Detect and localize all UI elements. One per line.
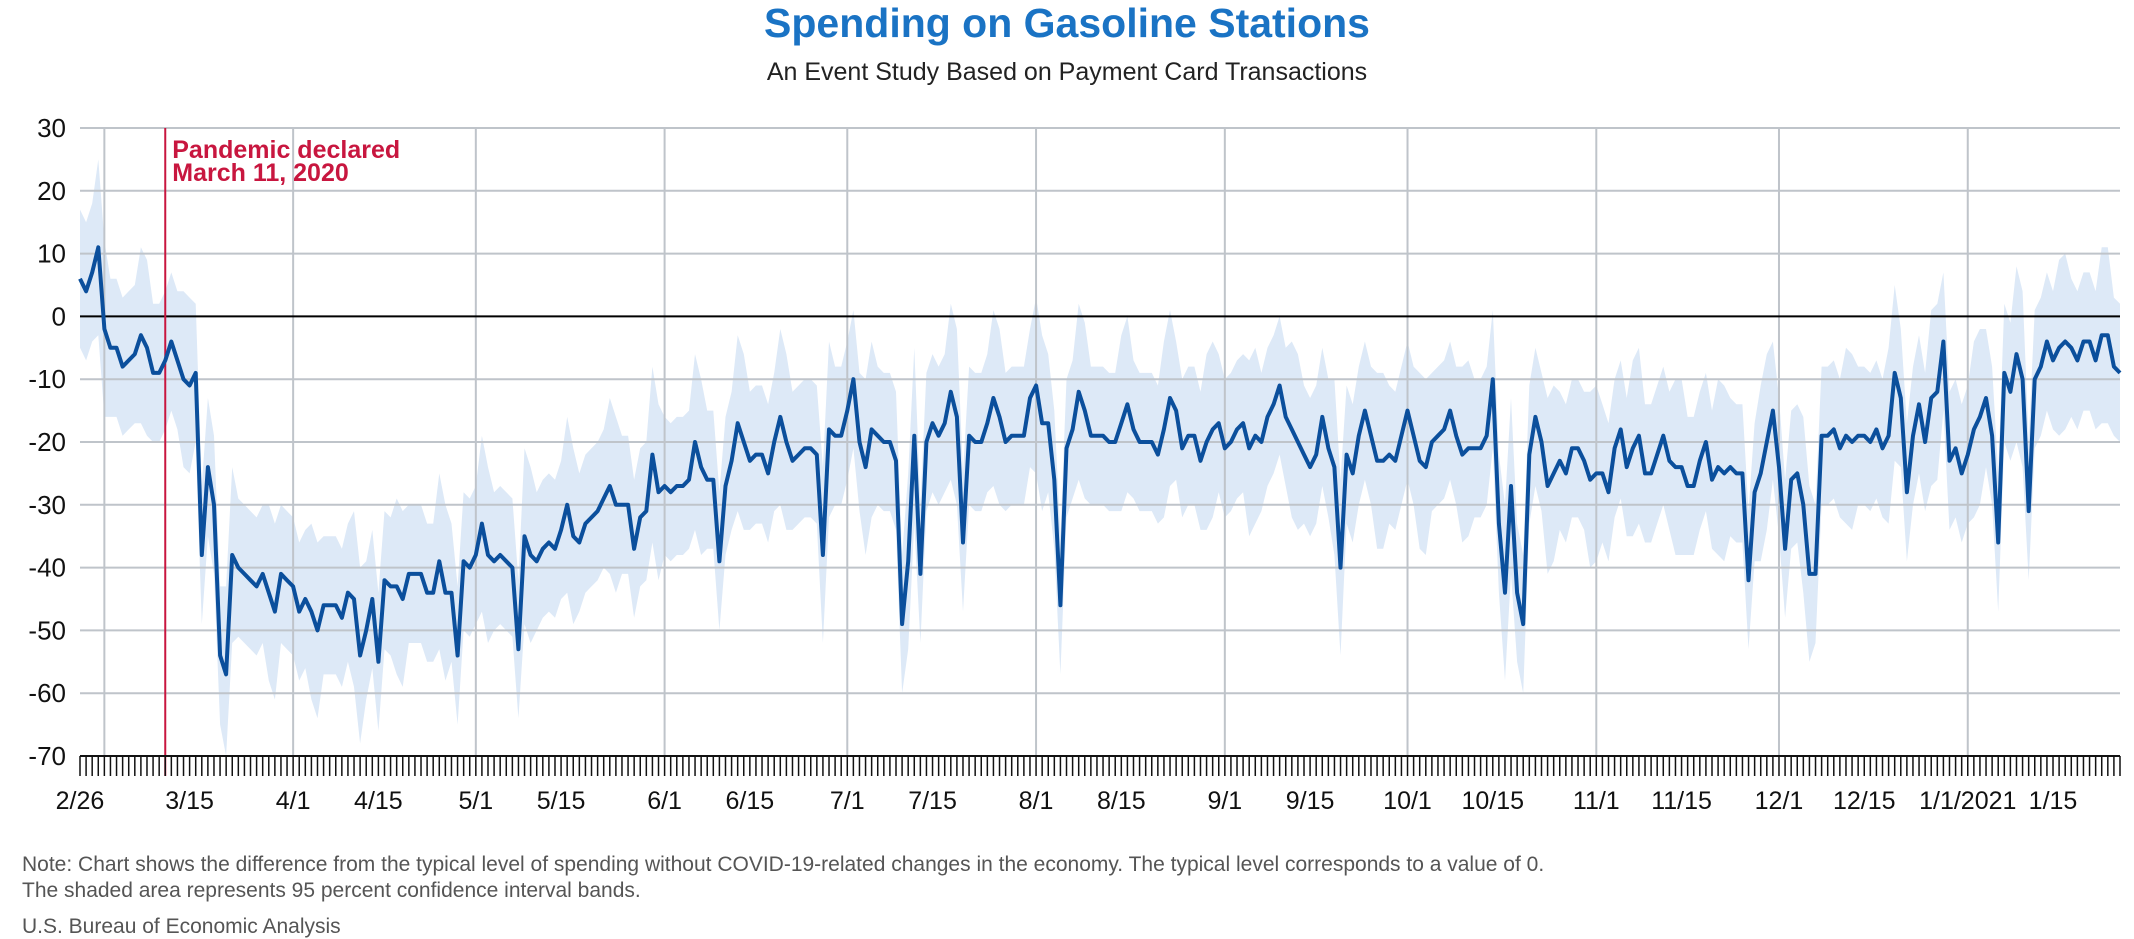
x-tick-label: 4/15 (354, 787, 403, 815)
x-tick-label: 11/15 (1651, 787, 1712, 815)
confidence-band-layer (80, 159, 2120, 756)
x-tick-label: 9/15 (1286, 787, 1335, 815)
y-tick-label: 10 (37, 239, 66, 269)
event-label-line-1: Pandemic declared (172, 136, 400, 164)
x-tick-label: 8/1 (1019, 787, 1054, 815)
x-tick-label: 6/15 (726, 787, 775, 815)
y-axis-ticks: 30 20 10 0 -10 -20 -30 -40 -50 -60 -70 (28, 113, 66, 771)
y-tick-label: -50 (28, 615, 66, 645)
x-tick-label: 1/15 (2029, 787, 2078, 815)
x-tick-label: 1/1/2021 (1919, 787, 2016, 815)
x-tick-label: 2/26 (56, 787, 105, 815)
confidence-band (80, 159, 2120, 756)
x-tick-label: 11/1 (1573, 787, 1620, 815)
series-line (78, 245, 2122, 677)
x-tick-label: 6/1 (647, 787, 682, 815)
chart-title: Spending on Gasoline Stations (764, 0, 1370, 46)
x-tick-label: 5/15 (537, 787, 586, 815)
y-tick-label: -40 (28, 553, 66, 583)
x-tick-label: 12/1 (1755, 787, 1804, 815)
series-layer (78, 245, 2122, 677)
y-tick-label: 20 (37, 176, 66, 206)
chart-note-line-2: The shaded area represents 95 percent co… (22, 879, 641, 902)
chart-note-line-1: Note: Chart shows the difference from th… (22, 853, 1545, 876)
x-tick-label: 3/15 (165, 787, 214, 815)
x-tick-label: 7/1 (830, 787, 865, 815)
y-tick-label: -20 (28, 427, 66, 457)
x-tick-label: 12/15 (1833, 787, 1896, 815)
x-tick-label: 10/15 (1461, 787, 1524, 815)
x-tick-label: 8/15 (1097, 787, 1146, 815)
x-tick-label: 7/15 (908, 787, 957, 815)
y-tick-label: -60 (28, 678, 66, 708)
source-credit: U.S. Bureau of Economic Analysis (22, 915, 341, 938)
chart-subtitle: An Event Study Based on Payment Card Tra… (766, 58, 1368, 86)
x-tick-label: 10/1 (1383, 787, 1432, 815)
x-tick-label: 4/1 (276, 787, 311, 815)
y-tick-label: -10 (28, 364, 66, 394)
y-tick-label: 30 (37, 113, 66, 143)
y-tick-label: -30 (28, 490, 66, 520)
x-tick-label: 5/1 (458, 787, 493, 815)
y-tick-label: -70 (28, 741, 66, 771)
y-tick-label: 0 (52, 301, 66, 331)
gridlines (80, 127, 2120, 757)
event-label-line-2: March 11, 2020 (172, 159, 349, 187)
x-tick-label: 9/1 (1207, 787, 1242, 815)
x-axis: 2/26 3/15 4/1 4/15 5/1 5/15 6/1 6/15 7/1 7/15 8/1 8… (56, 755, 2121, 815)
